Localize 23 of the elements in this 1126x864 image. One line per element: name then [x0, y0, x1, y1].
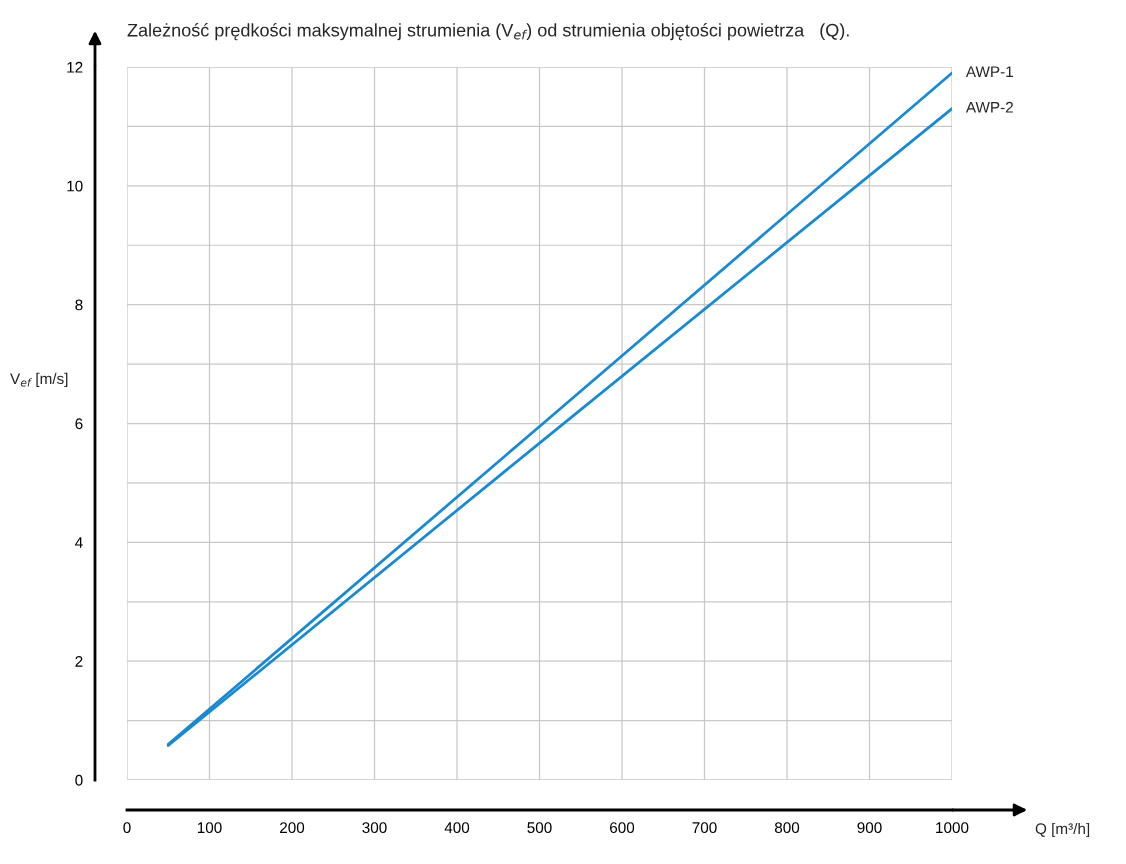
y-tick-label: 2 [75, 656, 83, 667]
x-tick-label: 500 [527, 822, 552, 834]
x-tick-label: 900 [857, 822, 882, 834]
x-tick-label: 0 [123, 822, 131, 834]
y-tick-label: 10 [67, 180, 83, 192]
y-tick-label: 8 [75, 299, 83, 311]
y-tick-label: 12 [67, 61, 83, 73]
y-tick-label: 6 [75, 418, 83, 430]
y-tick-label: 0 [75, 774, 83, 786]
x-tick-label: 1000 [936, 822, 969, 834]
x-tick-label: 800 [774, 822, 800, 834]
x-tick-label: 700 [692, 822, 717, 834]
chart-title: Zależność prędkości maksymalnej strumienia (V$_{ef}$) od strumienia objętości powietrza (Q). [127, 23, 849, 41]
x-tick-label: 300 [362, 822, 387, 834]
x-axis-title: Q [m³/h] [1035, 822, 1090, 838]
x-tick-label: 600 [610, 822, 635, 834]
x-tick-label: 400 [444, 822, 470, 834]
y-axis-title: V$_{ef}$ [m/s] [10, 372, 68, 388]
y-tick-label: 4 [75, 537, 83, 548]
x-tick-label: 100 [197, 822, 222, 834]
x-tick-label: 200 [280, 822, 305, 834]
series-label: AWP-2 [965, 101, 1013, 113]
series-label: AWP-1 [965, 66, 1013, 77]
